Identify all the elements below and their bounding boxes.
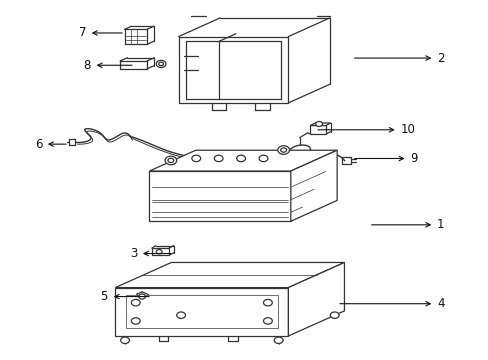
- Circle shape: [131, 318, 140, 324]
- Polygon shape: [152, 248, 168, 255]
- Polygon shape: [290, 150, 336, 221]
- Text: 10: 10: [317, 123, 415, 136]
- Polygon shape: [149, 150, 336, 171]
- Circle shape: [259, 155, 267, 162]
- Polygon shape: [147, 26, 154, 44]
- Text: 5: 5: [101, 290, 149, 303]
- Circle shape: [131, 300, 140, 306]
- Circle shape: [274, 337, 283, 343]
- Text: 1: 1: [371, 218, 444, 231]
- Polygon shape: [288, 262, 344, 336]
- Polygon shape: [124, 30, 147, 44]
- Polygon shape: [310, 126, 325, 134]
- Text: 9: 9: [354, 152, 417, 165]
- Circle shape: [121, 337, 129, 343]
- Circle shape: [156, 249, 162, 254]
- Text: 4: 4: [339, 297, 444, 310]
- Text: 6: 6: [35, 138, 66, 150]
- Circle shape: [277, 146, 289, 154]
- Circle shape: [158, 62, 163, 66]
- Polygon shape: [178, 18, 329, 37]
- Circle shape: [176, 312, 185, 319]
- Polygon shape: [149, 171, 290, 221]
- Text: 8: 8: [83, 59, 132, 72]
- Polygon shape: [124, 26, 154, 30]
- Circle shape: [330, 312, 338, 319]
- Polygon shape: [288, 18, 329, 103]
- Circle shape: [167, 158, 173, 163]
- Text: 3: 3: [130, 247, 171, 260]
- Circle shape: [214, 155, 223, 162]
- Polygon shape: [115, 288, 288, 336]
- Circle shape: [280, 148, 286, 152]
- Polygon shape: [126, 296, 277, 328]
- Text: 2: 2: [354, 51, 444, 64]
- Polygon shape: [178, 37, 288, 103]
- Circle shape: [236, 155, 245, 162]
- Circle shape: [263, 318, 272, 324]
- Circle shape: [263, 300, 272, 306]
- Circle shape: [164, 156, 176, 165]
- Polygon shape: [310, 123, 330, 126]
- Polygon shape: [120, 58, 154, 69]
- Circle shape: [315, 121, 322, 126]
- Circle shape: [156, 60, 165, 68]
- Text: 7: 7: [79, 27, 122, 40]
- Polygon shape: [115, 262, 344, 288]
- Circle shape: [191, 155, 200, 162]
- Circle shape: [139, 294, 145, 299]
